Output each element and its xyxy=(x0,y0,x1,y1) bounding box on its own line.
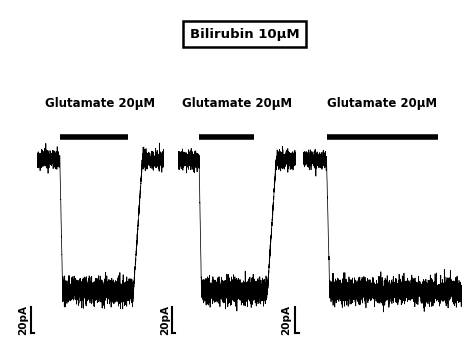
Text: 20pA: 20pA xyxy=(18,305,29,335)
Text: Glutamate 20μM: Glutamate 20μM xyxy=(45,97,156,110)
Text: 20pA: 20pA xyxy=(281,305,291,335)
Text: Bilirubin 10μM: Bilirubin 10μM xyxy=(190,28,300,41)
Text: 20pA: 20pA xyxy=(160,305,170,335)
Text: Glutamate 20μM: Glutamate 20μM xyxy=(182,97,292,110)
Text: Glutamate 20μM: Glutamate 20μM xyxy=(327,97,438,110)
